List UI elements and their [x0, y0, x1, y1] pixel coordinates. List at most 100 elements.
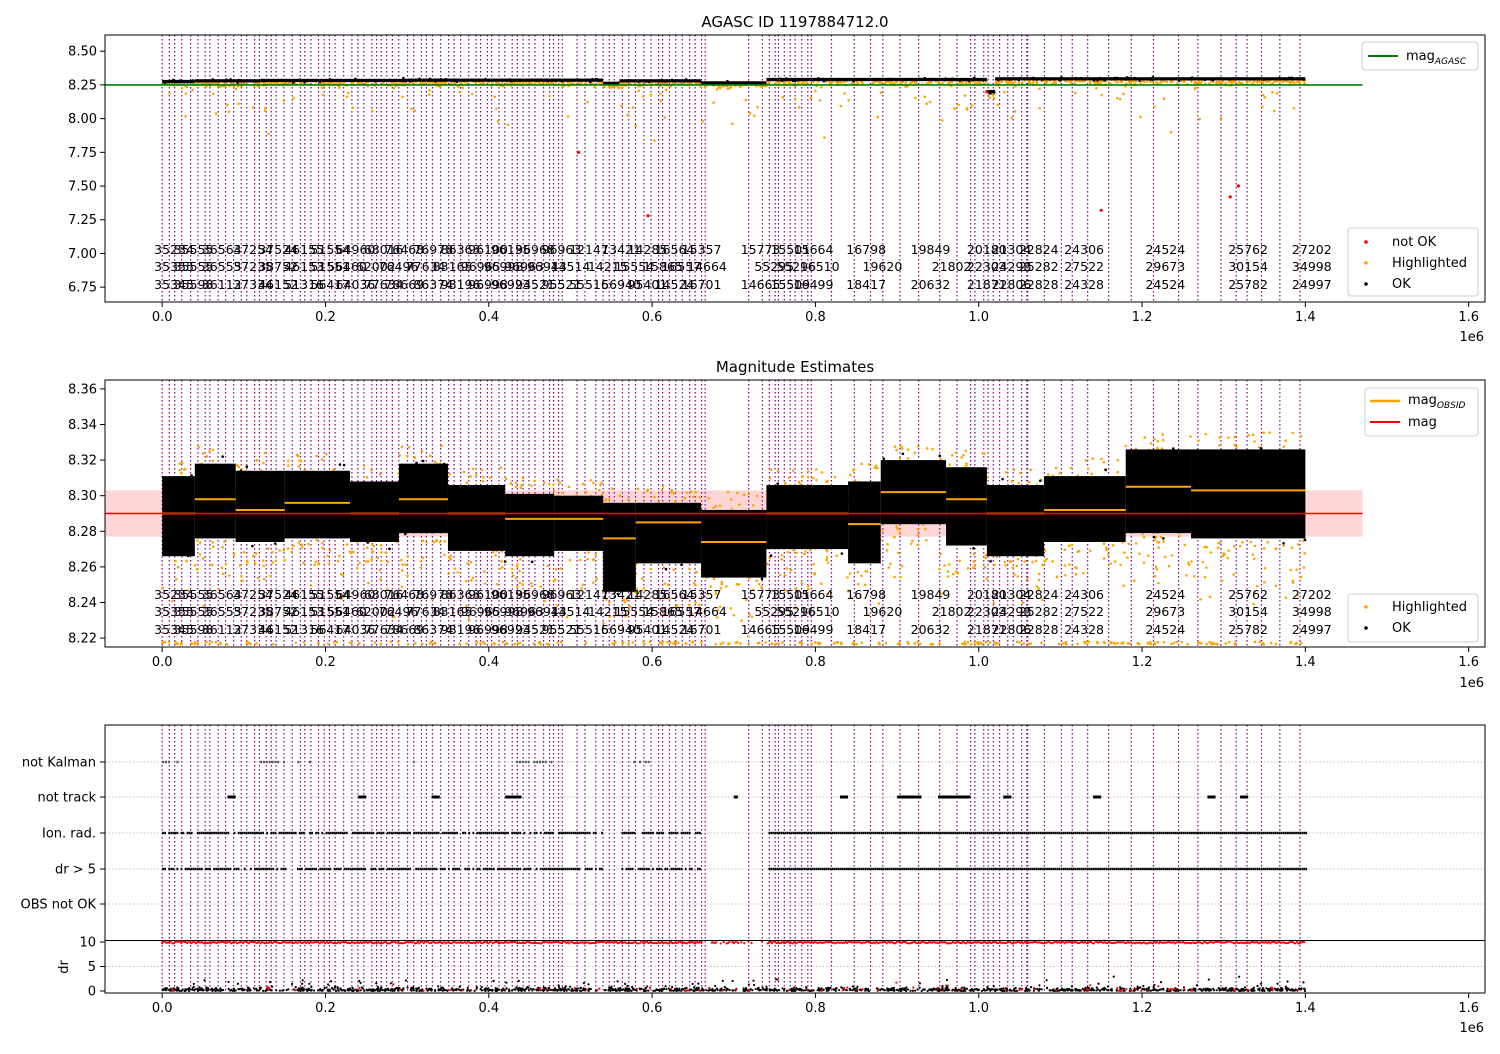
- dr5-flag: [448, 868, 450, 870]
- highlighted-point: [961, 642, 964, 645]
- dr5-flag: [1048, 868, 1050, 870]
- highlighted-point: [185, 92, 188, 95]
- dr5-flag: [1087, 868, 1089, 870]
- dr5-flag: [934, 868, 936, 870]
- dr5-flag: [358, 868, 360, 870]
- ion-rad-flag: [1267, 832, 1269, 834]
- dr5-flag: [805, 868, 807, 870]
- highlighted-point: [1143, 436, 1146, 439]
- ion-rad-flag: [889, 832, 891, 834]
- dr5-flag: [852, 868, 854, 870]
- ion-rad-flag: [1179, 832, 1181, 834]
- highlighted-point: [380, 560, 383, 563]
- highlighted-point: [1205, 643, 1208, 646]
- dr5-flag: [803, 868, 805, 870]
- highlighted-point: [226, 643, 229, 646]
- ok-point: [926, 78, 929, 81]
- ok-point: [1133, 77, 1136, 80]
- highlighted-point: [884, 82, 887, 85]
- agasc-obsid-label: 22828: [1019, 277, 1059, 292]
- dr5-flag: [950, 868, 952, 870]
- dr5-flag: [1075, 868, 1077, 870]
- dr5-flag: [1111, 868, 1113, 870]
- dr5-flag: [221, 868, 223, 870]
- highlighted-point: [733, 614, 736, 617]
- highlighted-point: [1154, 643, 1157, 646]
- agasc-xtick-label: 0.8: [805, 310, 826, 325]
- ok-point: [1027, 547, 1030, 550]
- dr5-flag: [920, 868, 922, 870]
- highlighted-point: [970, 643, 973, 646]
- ok-point: [1116, 77, 1119, 80]
- ion-rad-flag: [1205, 832, 1207, 834]
- ion-rad-flag: [221, 832, 223, 834]
- ok-point: [1304, 539, 1307, 542]
- ok-point: [244, 470, 247, 473]
- dr5-flag: [775, 868, 777, 870]
- highlighted-point: [1249, 541, 1252, 544]
- dr5-flag: [1118, 868, 1120, 870]
- agasc-obsid-label: 16798: [846, 242, 886, 257]
- highlighted-point: [1258, 80, 1261, 83]
- not-kalman-flag: [260, 761, 262, 763]
- legend-not-ok-label: not OK: [1392, 235, 1437, 250]
- ion-rad-flag: [956, 832, 958, 834]
- ion-rad-flag: [834, 832, 836, 834]
- dr5-flag: [797, 868, 799, 870]
- dr5-flag: [1267, 868, 1269, 870]
- ok-point: [666, 80, 669, 83]
- ion-rad-flag: [1273, 832, 1275, 834]
- highlighted-point: [482, 476, 485, 479]
- highlighted-point: [911, 540, 914, 543]
- highlighted-point: [202, 452, 205, 455]
- ok-band: [987, 485, 1044, 556]
- ion-rad-flag: [550, 832, 552, 834]
- highlighted-point: [964, 94, 967, 97]
- dr5-flag: [1173, 868, 1175, 870]
- highlighted-point: [243, 551, 246, 554]
- highlighted-point: [1038, 579, 1041, 582]
- ion-rad-flag: [903, 832, 905, 834]
- dr5-flag: [219, 868, 221, 870]
- ion-rad-flag: [1199, 832, 1201, 834]
- highlighted-point: [1190, 80, 1193, 83]
- ion-rad-flag: [999, 832, 1001, 834]
- ion-rad-flag: [1083, 832, 1085, 834]
- dr5-flag: [917, 868, 919, 870]
- ion-rad-flag: [189, 832, 191, 834]
- ok-point: [815, 547, 818, 550]
- dr5-flag: [1167, 868, 1169, 870]
- dr5-flag: [511, 868, 513, 870]
- highlighted-point: [649, 568, 652, 571]
- highlighted-point: [447, 572, 450, 575]
- ok-point: [292, 81, 295, 84]
- highlighted-point: [1263, 581, 1266, 584]
- magnitude-ytick-label: 8.36: [68, 382, 97, 397]
- highlighted-point: [1030, 642, 1033, 645]
- ok-point: [371, 504, 374, 507]
- ok-point: [438, 489, 441, 492]
- highlighted-point: [1119, 98, 1122, 101]
- dr5-flag: [191, 868, 193, 870]
- ok-point: [227, 478, 230, 481]
- ok-point: [251, 79, 254, 82]
- dr5-flag: [1265, 868, 1267, 870]
- highlighted-point: [271, 551, 274, 554]
- highlighted-point: [1173, 642, 1176, 645]
- not-kalman-flag: [536, 761, 538, 763]
- highlighted-point: [1091, 457, 1094, 460]
- highlighted-point: [860, 463, 863, 466]
- ion-rad-flag: [958, 832, 960, 834]
- dr5-flag: [515, 868, 517, 870]
- highlighted-point: [287, 464, 290, 467]
- dr5-flag: [1003, 868, 1005, 870]
- ok-point: [245, 465, 248, 468]
- dr5-flag: [1246, 868, 1248, 870]
- highlighted-point: [642, 95, 645, 98]
- ok-point: [729, 551, 732, 554]
- dr5-flag: [977, 868, 979, 870]
- ion-rad-flag: [977, 832, 979, 834]
- highlighted-point: [888, 566, 891, 569]
- highlighted-point: [300, 543, 303, 546]
- highlighted-point: [439, 541, 442, 544]
